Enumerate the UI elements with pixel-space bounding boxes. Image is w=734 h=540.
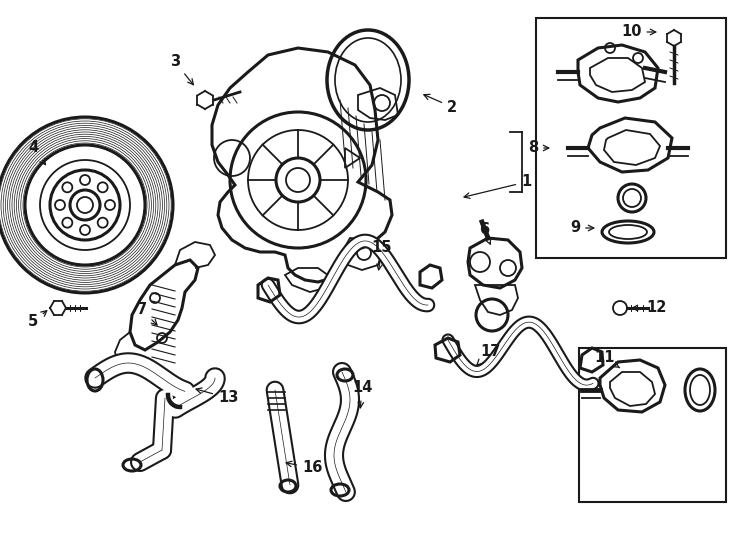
Text: 15: 15	[371, 240, 392, 270]
Text: 13: 13	[196, 388, 239, 406]
Text: 1: 1	[464, 174, 531, 198]
Bar	[536, 18, 726, 258]
Text: 6: 6	[479, 222, 490, 244]
Text: 5: 5	[28, 310, 47, 329]
Text: 8: 8	[528, 140, 549, 156]
Bar	[579, 348, 726, 502]
Text: 11: 11	[594, 350, 619, 368]
Text: 14: 14	[352, 381, 372, 408]
Text: 17: 17	[477, 345, 500, 365]
Text: 12: 12	[632, 300, 666, 315]
Text: 7: 7	[137, 302, 157, 325]
Text: 2: 2	[424, 94, 457, 114]
Text: 4: 4	[28, 140, 46, 165]
Text: 16: 16	[286, 461, 322, 476]
Text: 3: 3	[170, 55, 193, 85]
Text: 10: 10	[621, 24, 655, 39]
Text: 9: 9	[570, 220, 594, 235]
